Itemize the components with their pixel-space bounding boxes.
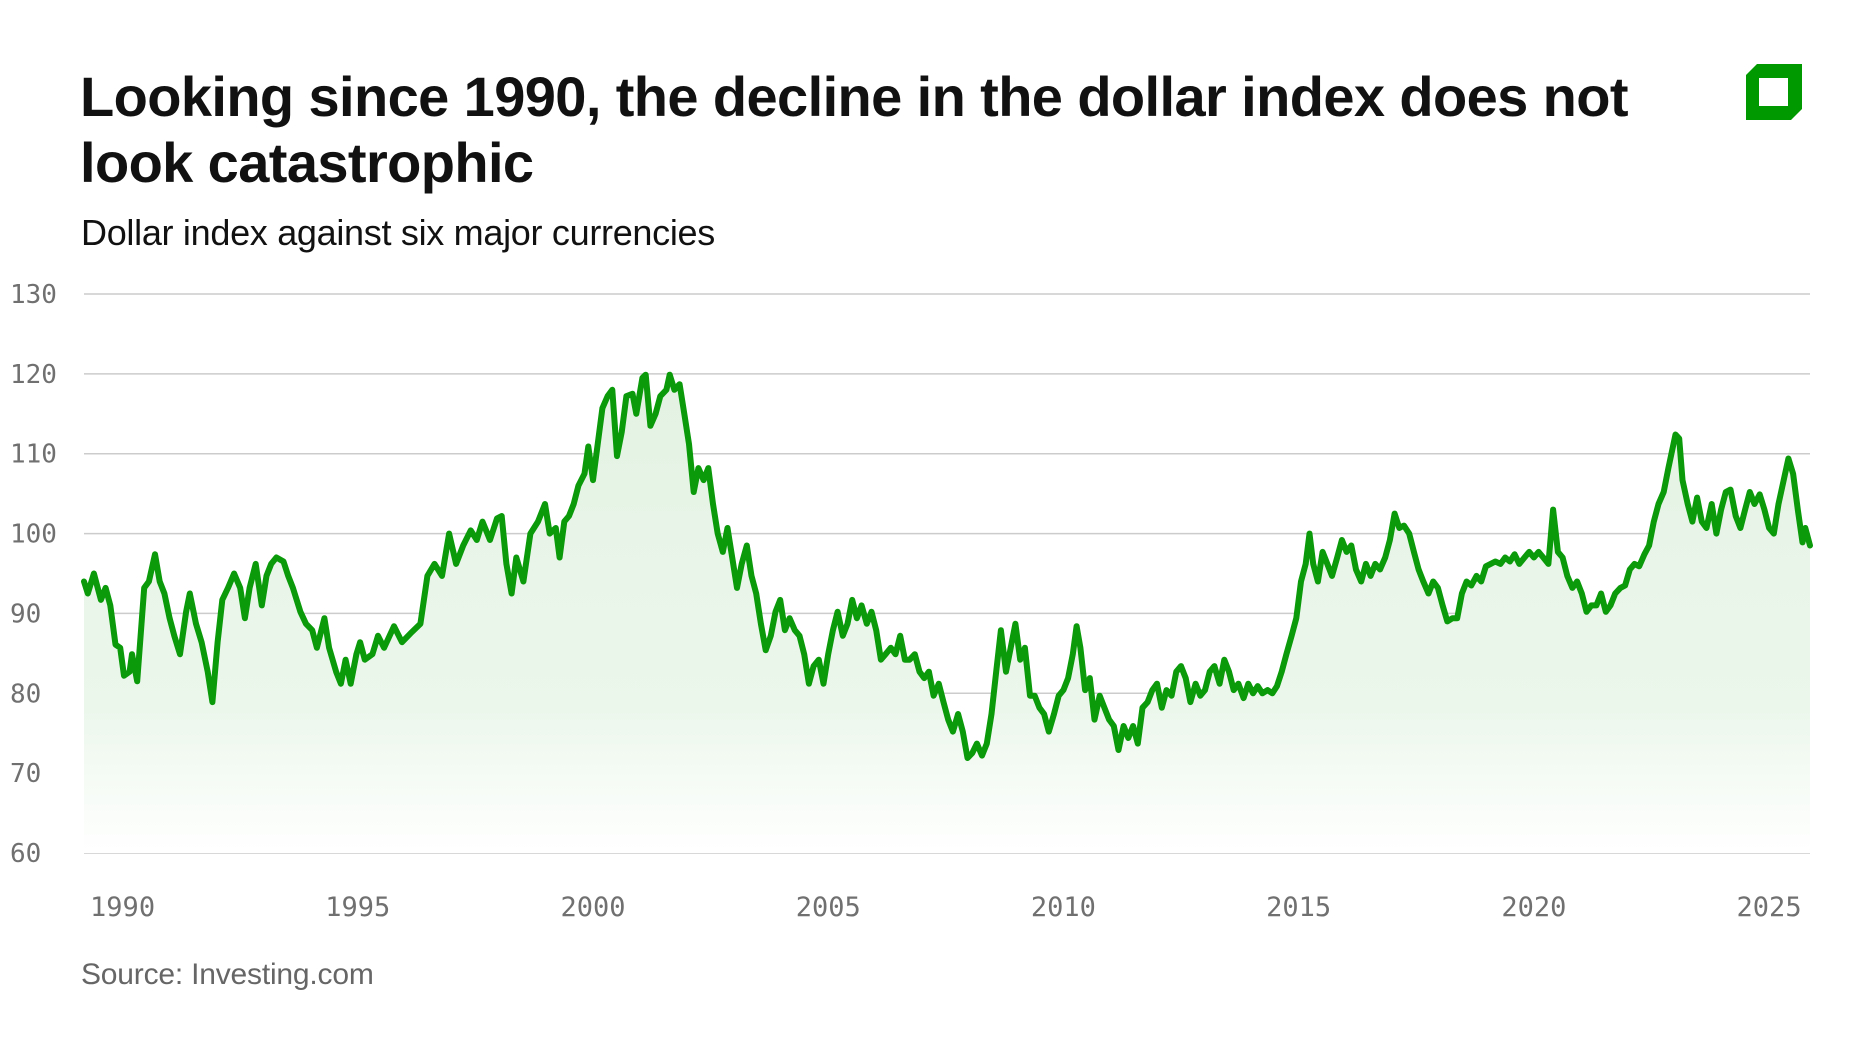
green-square-logo-icon (1746, 64, 1802, 120)
y-tick-label: 130 (10, 280, 57, 310)
y-tick-label: 120 (10, 360, 57, 390)
y-tick-label: 90 (10, 599, 41, 629)
y-tick-label: 80 (10, 679, 41, 709)
x-tick-label: 2020 (1501, 892, 1566, 923)
dollar-index-line (81, 371, 1813, 761)
x-tick-label: 1990 (90, 892, 155, 923)
y-tick-label: 60 (10, 839, 41, 869)
y-tick-label: 110 (10, 440, 57, 470)
source-note: Source: Investing.com (81, 958, 374, 991)
x-axis-labels: 1990 1995 2000 2005 2010 2015 2020 2025 (90, 892, 1802, 923)
x-tick-label: 2010 (1031, 892, 1096, 923)
y-tick-label: 70 (10, 759, 41, 789)
x-tick-label: 2015 (1266, 892, 1331, 923)
chart-subtitle: Dollar index against six major currencie… (81, 212, 715, 253)
area-fill (84, 374, 1810, 853)
y-tick-label: 100 (10, 520, 57, 550)
chart-title: Looking since 1990, the decline in the d… (80, 65, 1628, 194)
x-tick-label: 1995 (325, 892, 390, 923)
y-axis-labels: 60 70 80 90 100 110 120 130 (10, 280, 57, 869)
x-tick-label: 2005 (796, 892, 861, 923)
x-tick-label: 2000 (560, 892, 625, 923)
x-tick-label: 2025 (1737, 892, 1802, 923)
